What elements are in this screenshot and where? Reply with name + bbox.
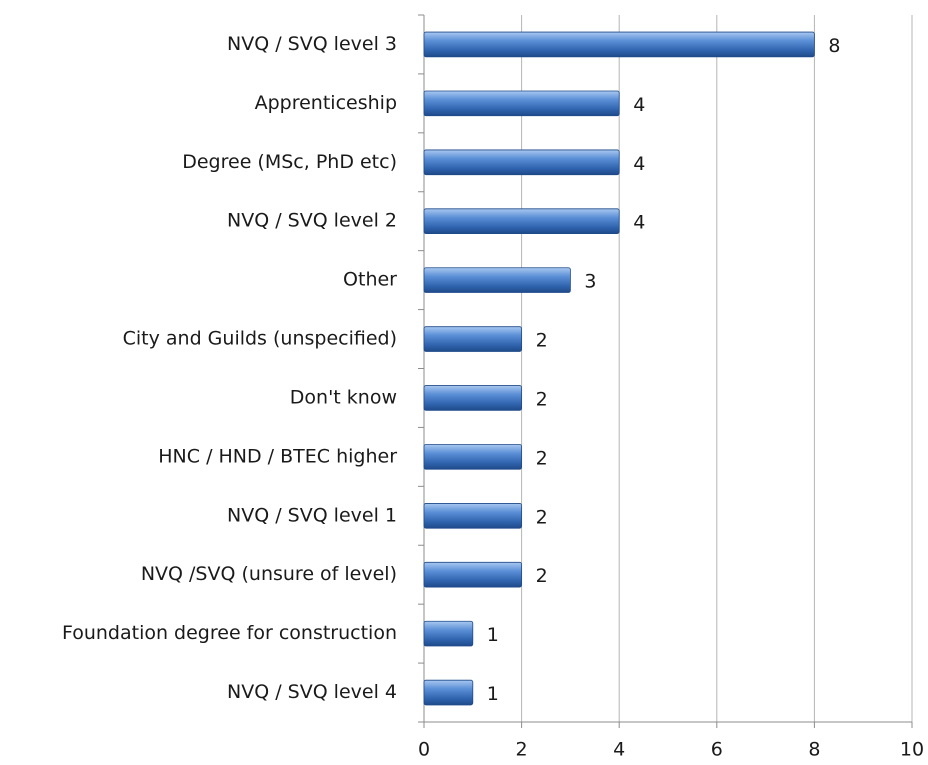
value-label: 2 [536, 447, 548, 469]
bar [423, 31, 815, 58]
bar [423, 90, 620, 117]
x-tick-label: 4 [613, 739, 625, 761]
bar [423, 385, 522, 411]
y-tick-label: Degree (MSc, PhD etc) [182, 151, 397, 173]
x-tick-label: 2 [516, 739, 528, 761]
y-tick-label: NVQ /SVQ (unsure of level) [141, 563, 397, 585]
value-label: 3 [584, 271, 596, 293]
x-tick-label: 6 [711, 739, 723, 761]
x-tick-label: 10 [900, 739, 924, 761]
value-label: 4 [633, 94, 645, 116]
y-tick-label: NVQ / SVQ level 3 [227, 33, 397, 55]
bar [423, 503, 522, 529]
bar [423, 267, 571, 293]
y-tick-label: NVQ / SVQ level 2 [227, 210, 397, 232]
bar [423, 620, 474, 647]
value-label: 2 [536, 565, 548, 587]
bar [423, 326, 522, 352]
y-tick-label: HNC / HND / BTEC higher [158, 445, 397, 467]
value-label: 1 [487, 624, 499, 646]
bar [423, 149, 620, 176]
value-label: 4 [633, 212, 645, 234]
y-tick-label: NVQ / SVQ level 4 [227, 681, 397, 703]
y-tick-label: NVQ / SVQ level 1 [227, 504, 397, 526]
y-tick-label: Foundation degree for construction [62, 622, 397, 644]
x-tick-label: 0 [418, 739, 430, 761]
bar [423, 561, 522, 588]
bar [423, 444, 522, 470]
y-tick-label: City and Guilds (unspecified) [123, 328, 397, 350]
value-label: 1 [487, 683, 499, 705]
bar [423, 679, 474, 706]
bar [423, 208, 620, 234]
y-tick-label: Apprenticeship [255, 92, 397, 114]
value-label: 4 [633, 153, 645, 175]
y-tick-label: Don't know [290, 386, 397, 408]
value-label: 2 [536, 388, 548, 410]
value-label: 2 [536, 330, 548, 352]
value-label: 2 [536, 506, 548, 528]
value-label: 8 [828, 35, 840, 57]
y-tick-label: Other [343, 269, 397, 291]
x-tick-label: 8 [808, 739, 820, 761]
